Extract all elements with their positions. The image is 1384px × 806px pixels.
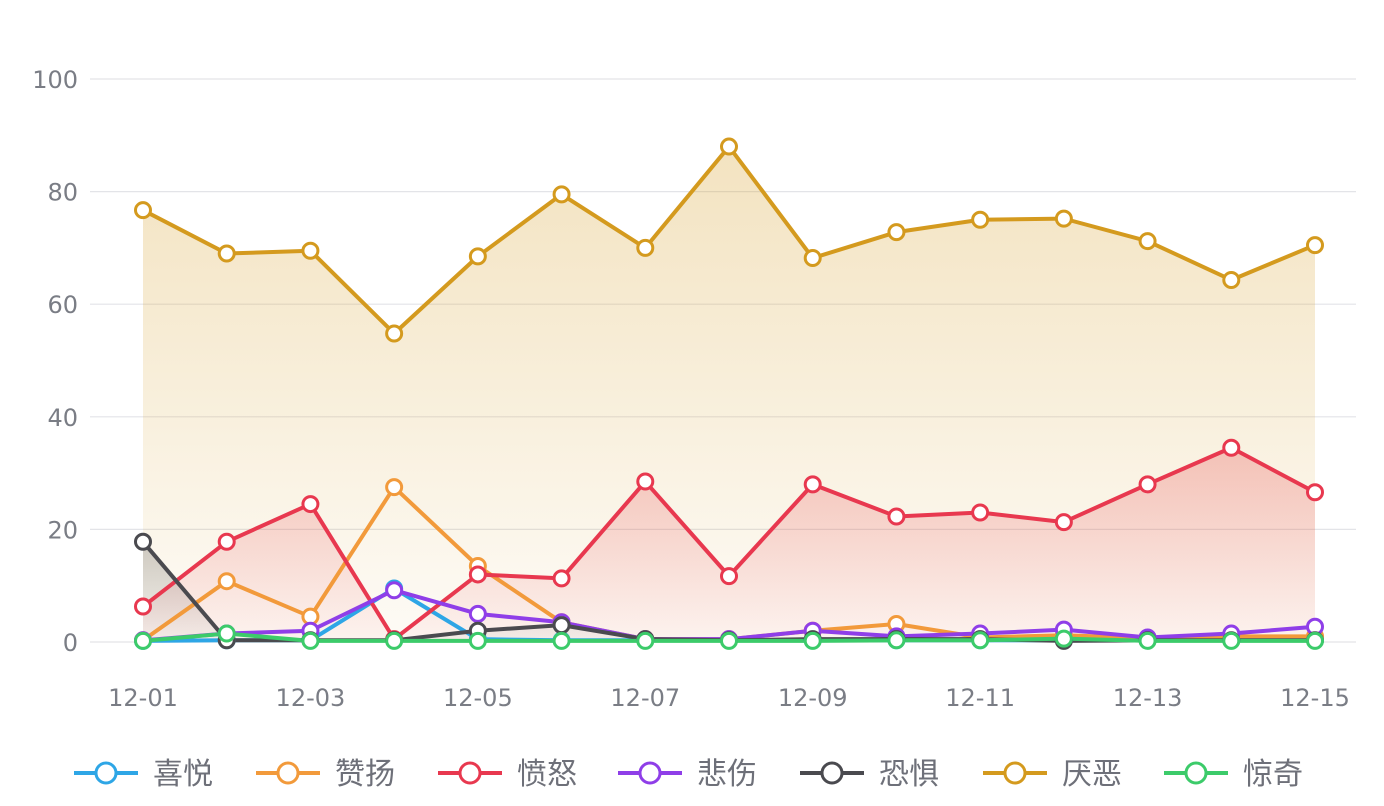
x-tick-label: 12-11 <box>945 684 1015 712</box>
data-point[interactable] <box>217 244 236 263</box>
y-tick-label: 60 <box>47 291 78 319</box>
data-point[interactable] <box>1054 629 1073 648</box>
data-point[interactable] <box>636 238 655 257</box>
data-point[interactable] <box>134 631 152 650</box>
data-point[interactable] <box>803 475 822 494</box>
legend-marker-icon <box>276 761 300 785</box>
legend-marker-icon <box>458 761 482 785</box>
legend-label: 惊奇 <box>1243 757 1303 792</box>
data-point[interactable] <box>1306 236 1324 255</box>
data-point[interactable] <box>1222 270 1241 289</box>
legend-item[interactable]: 惊奇 <box>1164 757 1303 792</box>
data-point[interactable] <box>134 597 152 616</box>
data-point[interactable] <box>971 503 990 522</box>
legend-item[interactable]: 恐惧 <box>800 757 939 792</box>
data-point[interactable] <box>217 624 236 643</box>
data-point[interactable] <box>720 567 738 586</box>
data-point[interactable] <box>385 581 404 600</box>
data-point[interactable] <box>1054 513 1073 532</box>
y-tick-label: 100 <box>32 66 78 94</box>
data-point[interactable] <box>134 532 152 551</box>
legend-item[interactable]: 喜悦 <box>74 757 213 792</box>
legend-marker-icon <box>820 761 844 785</box>
data-point[interactable] <box>301 495 320 514</box>
data-point[interactable] <box>1054 209 1073 228</box>
legend-item[interactable]: 厌恶 <box>983 757 1122 792</box>
data-point[interactable] <box>1138 232 1157 251</box>
data-point[interactable] <box>803 249 822 268</box>
x-tick-label: 12-03 <box>276 684 346 712</box>
data-point[interactable] <box>552 616 571 635</box>
data-point[interactable] <box>301 631 320 650</box>
y-tick-label: 40 <box>47 404 78 432</box>
legend-marker-icon <box>1184 761 1208 785</box>
legend-label: 恐惧 <box>879 757 939 792</box>
x-tick-label: 12-05 <box>443 684 513 712</box>
data-point[interactable] <box>1306 631 1324 650</box>
data-point[interactable] <box>1138 631 1157 650</box>
data-point[interactable] <box>720 631 738 650</box>
series-points <box>134 137 1324 650</box>
data-point[interactable] <box>385 324 404 343</box>
data-point[interactable] <box>803 631 822 650</box>
data-point[interactable] <box>1222 631 1241 650</box>
legend-label: 悲伤 <box>697 757 757 792</box>
legend-marker-icon <box>638 761 662 785</box>
x-tick-label: 12-09 <box>778 684 848 712</box>
legend-label: 赞扬 <box>335 757 395 792</box>
data-point[interactable] <box>887 223 906 242</box>
data-point[interactable] <box>468 604 487 623</box>
data-point[interactable] <box>385 478 404 497</box>
x-axis-ticks: 12-01 12-03 12-05 12-07 12-09 12-11 12-13 12-15 <box>108 684 1350 712</box>
data-point[interactable] <box>301 241 320 260</box>
legend-item[interactable]: 赞扬 <box>256 757 395 792</box>
x-tick-label: 12-01 <box>108 684 178 712</box>
legend-label: 愤怒 <box>517 757 577 792</box>
data-point[interactable] <box>1138 475 1157 494</box>
data-point[interactable] <box>468 631 487 650</box>
legend-item[interactable]: 悲伤 <box>618 757 757 792</box>
data-point[interactable] <box>1306 483 1324 502</box>
legend-marker-icon <box>1003 761 1027 785</box>
legend: 喜悦 赞扬 愤怒 悲伤 恐惧 厌恶 惊奇 <box>74 757 1303 792</box>
data-point[interactable] <box>134 201 152 220</box>
legend-label: 厌恶 <box>1062 757 1122 792</box>
data-point[interactable] <box>636 472 655 491</box>
legend-label: 喜悦 <box>153 757 213 792</box>
data-point[interactable] <box>971 210 990 229</box>
data-point[interactable] <box>552 631 571 650</box>
x-tick-label: 12-07 <box>610 684 680 712</box>
legend-item[interactable]: 愤怒 <box>438 757 577 792</box>
y-tick-label: 0 <box>63 629 78 657</box>
x-tick-label: 12-13 <box>1113 684 1183 712</box>
data-point[interactable] <box>217 572 236 591</box>
data-point[interactable] <box>552 185 571 204</box>
data-point[interactable] <box>720 137 738 156</box>
data-point[interactable] <box>887 507 906 526</box>
data-point[interactable] <box>971 631 990 650</box>
y-tick-label: 20 <box>47 516 78 544</box>
legend-marker-icon <box>94 761 118 785</box>
data-point[interactable] <box>887 631 906 650</box>
data-point[interactable] <box>1222 438 1241 457</box>
y-tick-label: 80 <box>47 179 78 207</box>
x-tick-label: 12-15 <box>1280 684 1350 712</box>
y-axis-ticks: 0 20 40 60 80 100 <box>32 66 78 657</box>
data-point[interactable] <box>468 565 487 584</box>
data-point[interactable] <box>385 631 404 650</box>
data-point[interactable] <box>217 532 236 551</box>
data-point[interactable] <box>552 569 571 588</box>
data-point[interactable] <box>636 631 655 650</box>
data-point[interactable] <box>468 247 487 266</box>
